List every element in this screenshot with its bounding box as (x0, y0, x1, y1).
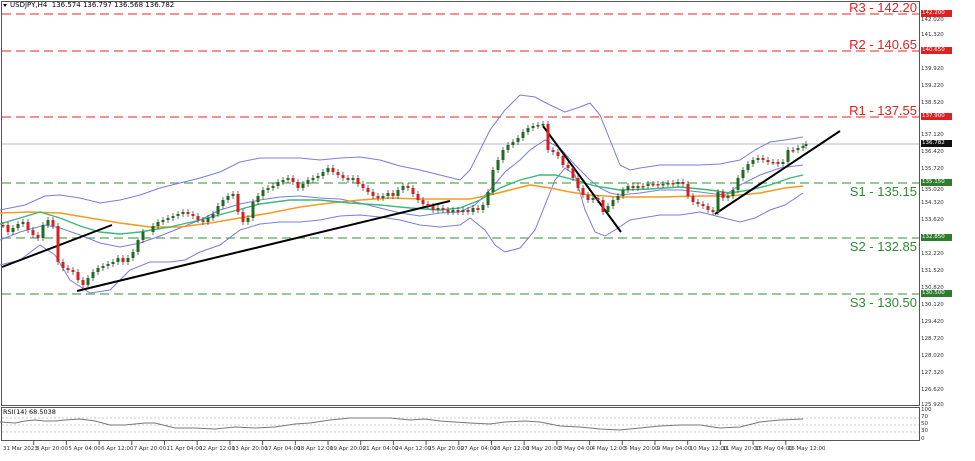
time-tick: 16 May 12:00 (787, 446, 826, 452)
price-tick: 127.320 (921, 370, 944, 376)
time-tick: 5 May 20:00 (624, 446, 659, 452)
time-tick: 11 Apr 04:00 (166, 446, 203, 452)
price-tick: 130.820 (921, 285, 944, 291)
price-tick: 134.320 (921, 200, 944, 206)
s1-label: S1 - 135.15 (849, 184, 917, 199)
time-tick: 28 Apr 12:00 (493, 446, 530, 452)
candlesticks (1, 121, 808, 288)
price-tick: 131.520 (921, 268, 944, 274)
time-tick: 18 Apr 12:00 (297, 446, 334, 452)
time-tick: 15 May 04:00 (755, 446, 793, 452)
moving-average-fast (0, 174, 804, 235)
moving-average-slow (0, 184, 804, 228)
time-tick: 9 May 04:00 (657, 446, 692, 452)
price-tick: 133.620 (921, 217, 944, 223)
price-tick: 125.920 (921, 402, 944, 408)
rsi-tick: 0 (921, 436, 925, 442)
rsi-line (0, 417, 804, 431)
rsi-tick: 100 (921, 407, 932, 413)
time-tick: 1 May 20:00 (526, 446, 561, 452)
price-tick: 139.920 (921, 66, 944, 72)
time-tick: 24 Apr 12:00 (395, 446, 432, 452)
trendline-2 (76, 200, 451, 292)
s3-price-tag: 130.500 (921, 290, 952, 297)
price-tick: 129.420 (921, 319, 944, 325)
time-tick: 17 Apr 04:00 (264, 446, 301, 452)
price-tick: 137.120 (921, 132, 944, 138)
time-tick: 10 May 12:00 (689, 446, 728, 452)
r1-label: R1 - 137.55 (849, 103, 917, 118)
r3-label: R3 - 142.20 (849, 0, 917, 15)
trendline-4 (714, 130, 841, 215)
price-tick: 135.720 (921, 166, 944, 172)
current-price-tag: 136.782 (921, 140, 952, 147)
bollinger-lower (0, 167, 804, 294)
time-tick: 3 May 04:00 (558, 446, 594, 452)
ohlc-values: 136.574 136.797 136.568 136.782 (51, 1, 175, 9)
time-tick: 31 Mar 2023 (3, 446, 38, 452)
time-tick: 13 Apr 20:00 (231, 446, 268, 452)
price-tick: 128.020 (921, 353, 944, 359)
price-tick: 128.720 (921, 336, 944, 342)
rsi-tick: 70 (921, 414, 928, 420)
bollinger-upper (0, 94, 804, 211)
price-tick: 135.020 (921, 187, 944, 193)
time-tick: 25 Apr 20:00 (428, 446, 464, 452)
s2-price-tag: 132.850 (921, 234, 952, 241)
time-tick: 7 Apr 20:00 (133, 446, 167, 452)
price-tick: 141.320 (921, 32, 944, 38)
rsi-tick: 50 (921, 421, 928, 427)
price-tick: 142.020 (921, 17, 944, 23)
chart-title: USDJPY,H4 136.574 136.797 136.568 136.78… (3, 1, 174, 9)
time-tick: 6 Apr 12:00 (101, 446, 134, 452)
price-tick: 139.220 (921, 83, 944, 89)
main-panel-frame (1, 1, 920, 406)
time-tick: 12 Apr 12:00 (199, 446, 236, 452)
rsi-panel-frame (1, 407, 920, 441)
s3-label: S3 - 130.50 (849, 295, 917, 310)
time-tick: 4 May 12:00 (591, 446, 626, 452)
time-tick: 5 Apr 04:00 (68, 446, 101, 452)
s1-price-tag: 135.150 (921, 179, 952, 186)
rsi-tick: 30 (921, 428, 928, 434)
time-tick: 19 Apr 20:00 (330, 446, 366, 452)
bollinger-middle (0, 139, 804, 248)
collapse-triangle-icon[interactable] (3, 3, 7, 7)
time-tick: 11 May 20:00 (722, 446, 761, 452)
time-tick: 21 Apr 04:00 (362, 446, 399, 452)
price-tick: 136.420 (921, 149, 944, 155)
s2-label: S2 - 132.85 (849, 239, 917, 254)
price-tick: 126.620 (921, 387, 944, 393)
r2-price-tag: 140.650 (921, 47, 952, 54)
price-tick: 132.220 (921, 251, 944, 257)
symbol-timeframe: USDJPY,H4 (10, 1, 48, 9)
levels (2, 13, 919, 295)
time-ticks (33, 441, 787, 445)
r1-price-tag: 137.900 (921, 113, 952, 120)
price-tick: 130.120 (921, 302, 944, 308)
r3-price-tag: 142.200 (921, 10, 952, 17)
time-tick: 3 Apr 20:00 (35, 446, 69, 452)
r2-label: R2 - 140.65 (849, 37, 917, 52)
price-tick: 138.520 (921, 100, 944, 106)
time-tick: 27 Apr 04:00 (460, 446, 497, 452)
rsi-levels (2, 417, 919, 433)
rsi-title: RSI(14) 68.5038 (3, 408, 56, 416)
